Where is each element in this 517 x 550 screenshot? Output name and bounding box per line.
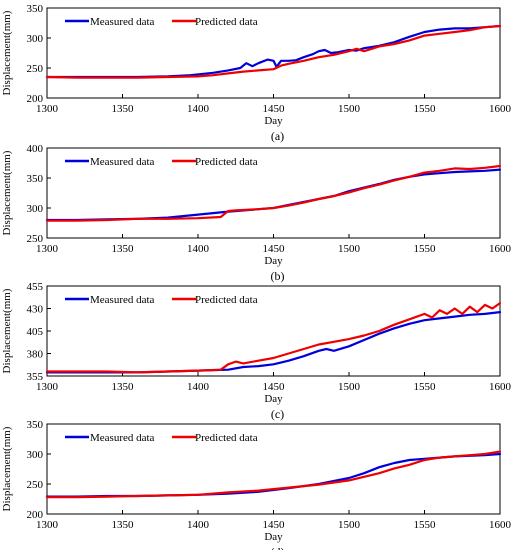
y-tick-label: 430	[27, 304, 44, 316]
y-axis-label: Displacement(mm)	[1, 288, 13, 373]
y-tick-label: 300	[27, 33, 44, 45]
x-axis-label: Day	[264, 393, 283, 405]
legend-label-measured: Measured data	[90, 156, 155, 168]
x-tick-label: 1600	[489, 519, 512, 531]
y-axis-label: Displacement(mm)	[1, 10, 13, 95]
y-tick-label: 200	[27, 509, 44, 521]
x-tick-label: 1450	[263, 519, 286, 531]
predicted-series-line	[45, 302, 502, 374]
x-tick-label: 1350	[112, 381, 135, 393]
panel-label: (b)	[271, 269, 285, 283]
panel-label: (d)	[271, 545, 285, 550]
measured-series-line	[45, 168, 502, 222]
panel-label: (a)	[271, 129, 284, 143]
y-axis-label: Displacement(mm)	[1, 150, 13, 235]
measured-series-line	[45, 311, 502, 374]
y-tick-label: 355	[27, 371, 44, 383]
y-axis-label: Displacement(mm)	[1, 426, 13, 511]
panel-d: 1300 1350 1400 1450 1500 1550 1600 200 250 300 350…	[1, 419, 512, 550]
predicted-series-line	[45, 24, 502, 79]
measured-series-line	[45, 452, 502, 498]
x-tick-label: 1300	[36, 103, 59, 115]
legend-label-measured: Measured data	[90, 432, 155, 444]
x-tick-label: 1400	[187, 103, 210, 115]
x-tick-label: 1500	[338, 103, 361, 115]
x-axis-label: Day	[264, 255, 283, 267]
legend-label-measured: Measured data	[90, 294, 155, 306]
y-tick-label: 250	[27, 63, 44, 75]
x-tick-label: 1350	[112, 103, 135, 115]
x-tick-label: 1450	[263, 381, 286, 393]
x-tick-label: 1500	[338, 381, 361, 393]
y-tick-label: 405	[27, 326, 44, 338]
panel-a: 1300 1350 1400 1450 1500 1550 1600 200 250 300 350…	[1, 3, 512, 143]
y-tick-label: 350	[27, 173, 44, 185]
legend-label-predicted: Predicted data	[195, 432, 258, 444]
panel-b: 1300 1350 1400 1450 1500 1550 1600 250 300 350 400…	[1, 143, 512, 283]
x-tick-label: 1350	[112, 243, 135, 255]
x-tick-label: 1350	[112, 519, 135, 531]
x-tick-label: 1550	[414, 103, 437, 115]
x-axis-label: Day	[264, 115, 283, 127]
y-tick-label: 350	[27, 3, 44, 15]
x-tick-label: 1550	[414, 381, 437, 393]
x-tick-label: 1400	[187, 243, 210, 255]
x-tick-label: 1450	[263, 103, 286, 115]
x-tick-label: 1300	[36, 381, 59, 393]
x-tick-label: 1500	[338, 243, 361, 255]
x-tick-label: 1600	[489, 381, 512, 393]
x-tick-label: 1500	[338, 519, 361, 531]
panel-label: (c)	[271, 407, 284, 421]
y-tick-label: 250	[27, 233, 44, 245]
measured-series-line	[45, 24, 502, 79]
y-tick-label: 455	[27, 281, 44, 293]
y-tick-label: 300	[27, 203, 44, 215]
x-tick-label: 1550	[414, 243, 437, 255]
x-tick-label: 1600	[489, 103, 512, 115]
x-tick-label: 1300	[36, 243, 59, 255]
legend-label-predicted: Predicted data	[195, 294, 258, 306]
legend-label-measured: Measured data	[90, 16, 155, 28]
legend-label-predicted: Predicted data	[195, 16, 258, 28]
y-tick-label: 200	[27, 93, 44, 105]
x-tick-label: 1300	[36, 519, 59, 531]
y-tick-label: 300	[27, 449, 44, 461]
panel-c: 1300 1350 1400 1450 1500 1550 1600 355 380 405 430…	[1, 281, 512, 421]
y-tick-label: 350	[27, 419, 44, 431]
predicted-series-line	[45, 450, 502, 499]
y-tick-label: 380	[27, 349, 44, 361]
legend-label-predicted: Predicted data	[195, 156, 258, 168]
x-tick-label: 1450	[263, 243, 286, 255]
predicted-series-line	[45, 164, 502, 222]
x-tick-label: 1400	[187, 381, 210, 393]
x-axis-label: Day	[264, 531, 283, 543]
y-tick-label: 250	[27, 479, 44, 491]
x-tick-label: 1400	[187, 519, 210, 531]
x-tick-label: 1550	[414, 519, 437, 531]
y-tick-label: 400	[27, 143, 44, 155]
x-tick-label: 1600	[489, 243, 512, 255]
